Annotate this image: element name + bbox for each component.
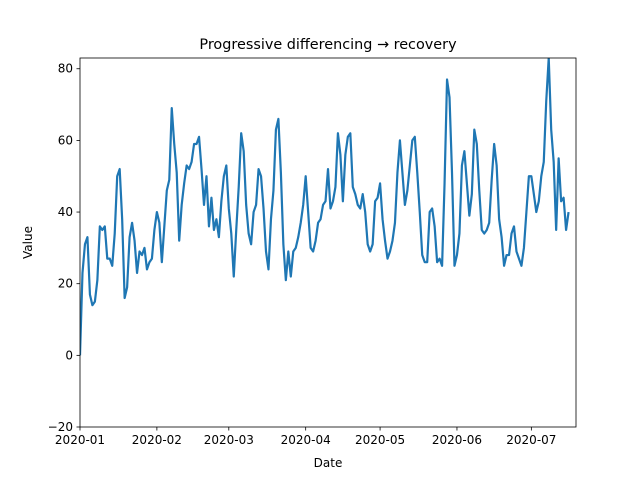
- x-tick-label: 2020-04: [281, 433, 331, 447]
- y-axis-label: Value: [21, 226, 35, 259]
- x-tick-label: 2020-01: [55, 433, 105, 447]
- y-tick-label: 20: [58, 277, 73, 291]
- series-line-0: [80, 58, 570, 356]
- y-tick-label: 0: [65, 348, 73, 362]
- y-tick-label: 60: [58, 133, 73, 147]
- x-axis-label: Date: [314, 456, 343, 470]
- x-tick-label: 2020-05: [355, 433, 405, 447]
- y-axis: −20 0 20 40 60 80: [48, 62, 80, 434]
- y-tick-label: 40: [58, 205, 73, 219]
- plot-area: [80, 58, 570, 356]
- x-axis: 2020-01 2020-02 2020-03 2020-04 2020-05 2020-…: [55, 427, 556, 447]
- x-tick-label: 2020-07: [506, 433, 556, 447]
- y-tick-label: −20: [48, 420, 73, 434]
- x-tick-label: 2020-06: [432, 433, 482, 447]
- x-tick-label: 2020-02: [132, 433, 182, 447]
- x-tick-label: 2020-03: [204, 433, 254, 447]
- chart-title: Progressive differencing → recovery: [199, 37, 457, 53]
- axes-frame: [79, 57, 577, 428]
- y-tick-label: 80: [58, 62, 73, 76]
